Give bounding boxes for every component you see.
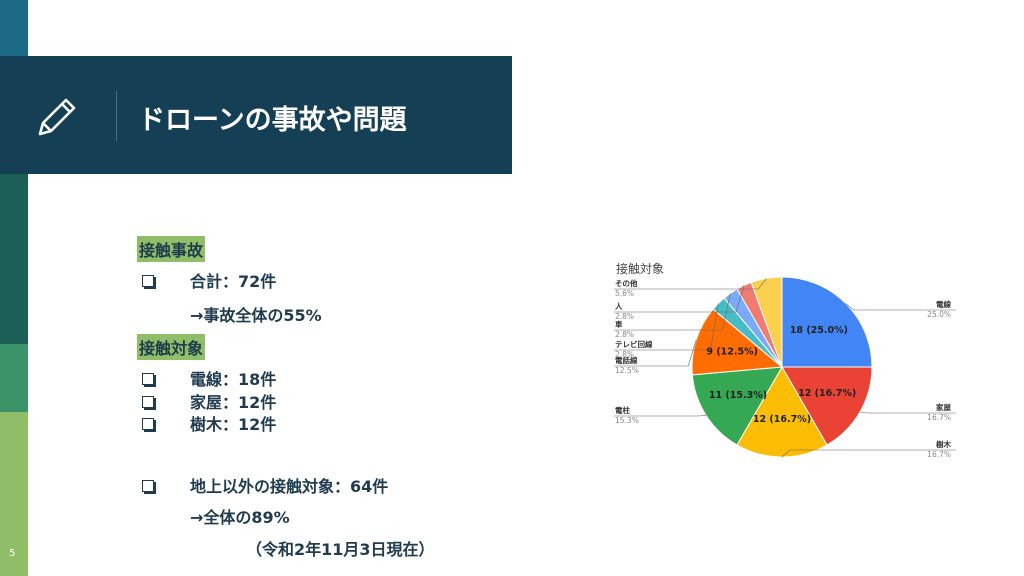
page-title: ドローンの事故や問題 [138,105,407,136]
pencil-icon [38,98,76,136]
slice-value-label: 18 (25.0%) [790,325,848,336]
slice-name-label: 車 [615,319,623,329]
slice-percent-label: 12.5% [615,366,639,375]
bullet-box-icon [142,274,154,287]
slice-name-label: テレビ回線 [615,339,653,349]
stripe-teal [0,174,28,344]
non-ground-text: 地上以外の接触対象：64件 [190,477,389,496]
leader-line [845,303,956,311]
slice-percent-label: 16.7% [927,413,951,422]
target-item-text: 樹木：12件 [190,415,277,434]
leader-line [614,303,719,351]
slice-value-label: 11 (15.3%) [709,390,767,401]
bullet-non-ground: 地上以外の接触対象：64件 [142,473,388,497]
slice-value-label: 12 (16.7%) [798,388,856,399]
accident-share: →事故全体の55% [190,306,322,325]
leader-line [614,278,767,290]
banner-divider [116,91,117,141]
slice-name-label: その他 [615,278,638,288]
bullet-target-1: 電線：18件 [142,366,276,390]
as-of-date: （令和2年11月3日現在） [246,540,435,559]
slide-number: 5 [9,548,16,559]
bullet-total-text: 合計：72件 [190,272,277,291]
slice-percent-label: 2.8% [615,330,634,339]
bullet-target-3: 樹木：12件 [142,411,276,435]
pie-slice [781,276,873,368]
stripe-lightgreen [0,412,28,576]
bullet-box-icon [142,479,154,492]
pie-slice [750,276,783,368]
title-banner: ドローンの事故や問題 [0,56,512,174]
slice-name-label: 電柱 [615,405,630,415]
leader-line [614,293,731,331]
slice-name-label: 家屋 [936,402,951,412]
slice-percent-label: 2.8% [615,350,634,359]
slice-percent-label: 5.6% [615,289,634,298]
bullet-box-icon [142,417,154,430]
heading-targets: 接触対象 [137,334,206,360]
leader-line [859,411,956,414]
slice-percent-label: 16.7% [927,450,951,459]
leader-line [614,415,707,417]
leader-line [614,339,697,367]
non-ground-share: →全体の89% [190,508,290,527]
leader-line [614,285,745,313]
bullet-target-2: 家屋：12件 [142,389,276,413]
bullet-total: 合計：72件 [142,268,276,292]
slice-value-label: 12 (16.7%) [753,414,811,425]
stripe-top [0,0,28,56]
chart-title: 接触対象 [616,261,664,276]
target-item-text: 電線：18件 [190,370,277,389]
pie-slice [691,366,783,446]
stripe-green [0,344,28,412]
slice-percent-label: 15.3% [615,416,639,425]
target-item-text: 家屋：12件 [190,393,277,412]
leader-line [781,449,956,458]
slice-name-label: 人 [615,302,623,311]
bullet-box-icon [142,395,154,408]
slice-percent-label: 25.0% [927,310,951,319]
slice-value-label: 9 (12.5%) [706,346,758,357]
bullet-box-icon [142,372,154,385]
slice-name-label: 電線 [936,299,951,309]
slice-name-label: 樹木 [936,439,951,449]
slice-percent-label: 2.8% [615,312,634,321]
slice-name-label: 電話線 [615,355,638,365]
heading-accidents: 接触事故 [137,236,206,262]
